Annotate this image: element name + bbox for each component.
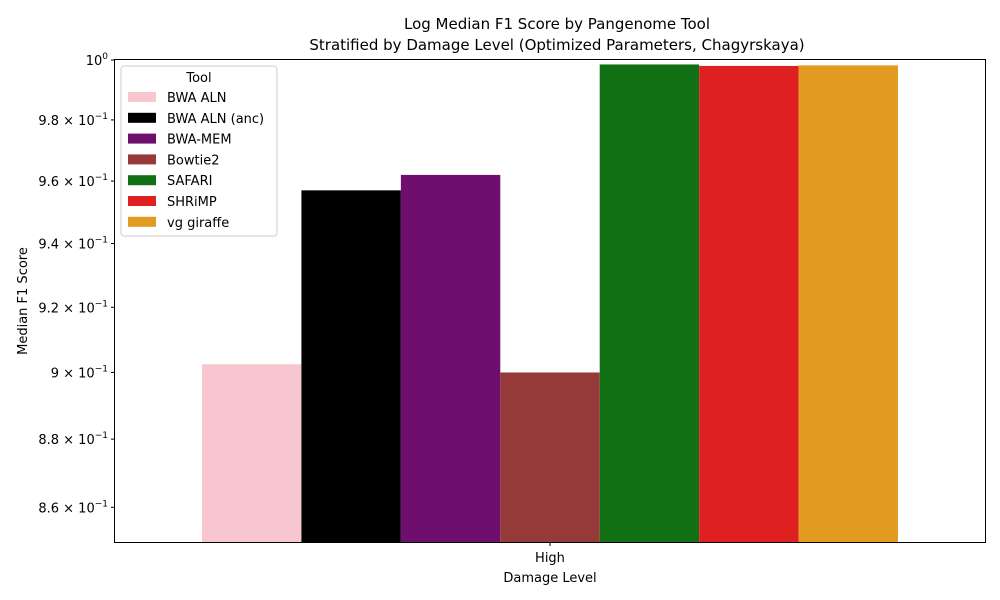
legend: Tool BWA ALN BWA ALN (anc) BWA-MEM Bowtie2 SA… (120, 65, 278, 237)
legend-label: SAFARI (167, 174, 212, 189)
legend-swatch (128, 196, 156, 206)
y-tick-label: 8.8 × 10−1 (38, 431, 108, 448)
bar-bowtie2 (500, 372, 600, 542)
legend-swatch (128, 133, 156, 144)
y-axis: 8.6 × 10−1 8.8 × 10−1 9 × 10−1 9.2 × 10−1 9.… (38, 52, 115, 516)
bar-vg-giraffe (798, 65, 898, 542)
legend-title: Tool (185, 71, 211, 86)
bar-bwa-mem (400, 174, 501, 542)
legend-swatch (128, 92, 156, 102)
y-tick-label: 8.6 × 10−1 (38, 499, 108, 516)
legend-label: BWA-MEM (167, 133, 232, 148)
y-tick-label: 9 × 10−1 (51, 364, 108, 381)
bars-group (202, 64, 898, 542)
bar-bwa-aln (202, 364, 302, 542)
legend-swatch (128, 112, 156, 123)
y-tick-label: 9.6 × 10−1 (38, 173, 108, 190)
bar-safari (599, 64, 700, 542)
y-tick-label: 9.8 × 10−1 (38, 112, 108, 129)
legend-swatch (128, 175, 156, 186)
legend-box (120, 65, 278, 237)
y-axis-label: Median F1 Score (16, 247, 31, 355)
legend-label: Bowtie2 (167, 153, 219, 168)
x-axis: High (535, 542, 565, 566)
legend-label: vg giraffe (167, 216, 229, 231)
bar-bwa-aln-anc (301, 190, 401, 542)
legend-swatch (128, 216, 156, 227)
chart-title-line2: Stratified by Damage Level (Optimized Pa… (309, 36, 804, 54)
x-tick-label: High (535, 551, 565, 566)
chart-title-line1: Log Median F1 Score by Pangenome Tool (404, 15, 710, 33)
y-tick-label: 9.2 × 10−1 (38, 299, 108, 316)
y-tick-label: 100 (86, 52, 109, 69)
y-tick-label: 9.4 × 10−1 (38, 236, 108, 253)
legend-label: BWA ALN (anc) (167, 112, 264, 127)
legend-label: BWA ALN (167, 91, 226, 106)
x-axis-label: Damage Level (503, 571, 596, 586)
legend-swatch (128, 154, 156, 165)
bar-shrimp (699, 65, 799, 542)
legend-label: SHRiMP (167, 195, 217, 210)
